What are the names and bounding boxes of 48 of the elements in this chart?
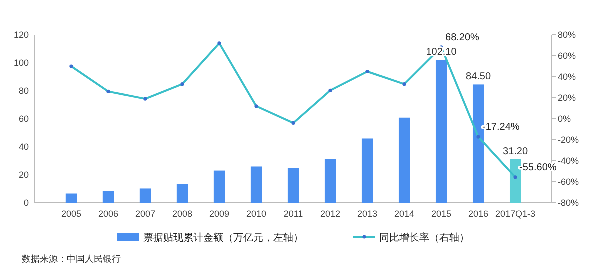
x-tick-label: 2013 <box>358 209 378 219</box>
y-tick-label: 80 <box>18 86 29 96</box>
x-tick-label: 2011 <box>284 209 304 219</box>
x-tick-label: 2017Q1-3 <box>496 209 536 219</box>
bar <box>250 166 262 203</box>
x-tick-label: 2016 <box>468 209 489 219</box>
bar <box>102 191 114 203</box>
y2-tick-label: 40% <box>558 72 576 82</box>
x-tick-label: 2014 <box>394 209 415 219</box>
bar <box>510 159 522 203</box>
data-label: 31.20 <box>503 146 528 158</box>
y2-tick-label: 80% <box>558 30 576 40</box>
bar <box>140 188 152 203</box>
x-tick-label: 2012 <box>320 209 341 219</box>
y2-tick-label: 0% <box>558 114 572 124</box>
legend-label: 同比增长率（右轴） <box>380 232 470 244</box>
y-tick-label: 100 <box>14 58 29 68</box>
y-tick-label: 60 <box>18 114 29 124</box>
x-tick-label: 2007 <box>135 209 156 219</box>
y2-tick-label: 20% <box>558 93 576 104</box>
bar <box>398 118 410 203</box>
legend-label: 票据贴现累计金额（万亿元，左轴） <box>144 232 304 244</box>
bar <box>362 138 374 203</box>
bar <box>176 184 188 203</box>
source-note: 数据来源：中国人民银行 <box>22 254 121 264</box>
x-tick-label: 2005 <box>61 209 82 219</box>
bar <box>288 168 300 203</box>
y-tick-label: 20 <box>18 170 29 180</box>
y2-tick-label: -80% <box>558 198 580 208</box>
y-tick-label: 0 <box>24 198 29 208</box>
y2-tick-label: 60% <box>558 51 576 62</box>
y2-tick-label: -20% <box>558 135 580 146</box>
y2-tick-label: -60% <box>558 177 580 188</box>
bar <box>472 84 484 203</box>
y2-tick-label: -40% <box>558 156 580 166</box>
bar <box>66 194 78 203</box>
y-tick-label: 120 <box>14 30 29 40</box>
y-tick-label: 40 <box>18 142 29 152</box>
x-tick-label: 2010 <box>246 209 267 219</box>
x-tick-label: 2015 <box>432 209 452 219</box>
bar <box>436 60 448 203</box>
x-tick-label: 2008 <box>172 209 192 219</box>
x-tick-label: 2006 <box>98 209 118 219</box>
data-label: 84.50 <box>466 72 492 83</box>
data-label: 68.20% <box>446 32 480 44</box>
bar <box>214 170 226 203</box>
bar <box>324 159 336 203</box>
x-tick-label: 2009 <box>209 209 230 219</box>
